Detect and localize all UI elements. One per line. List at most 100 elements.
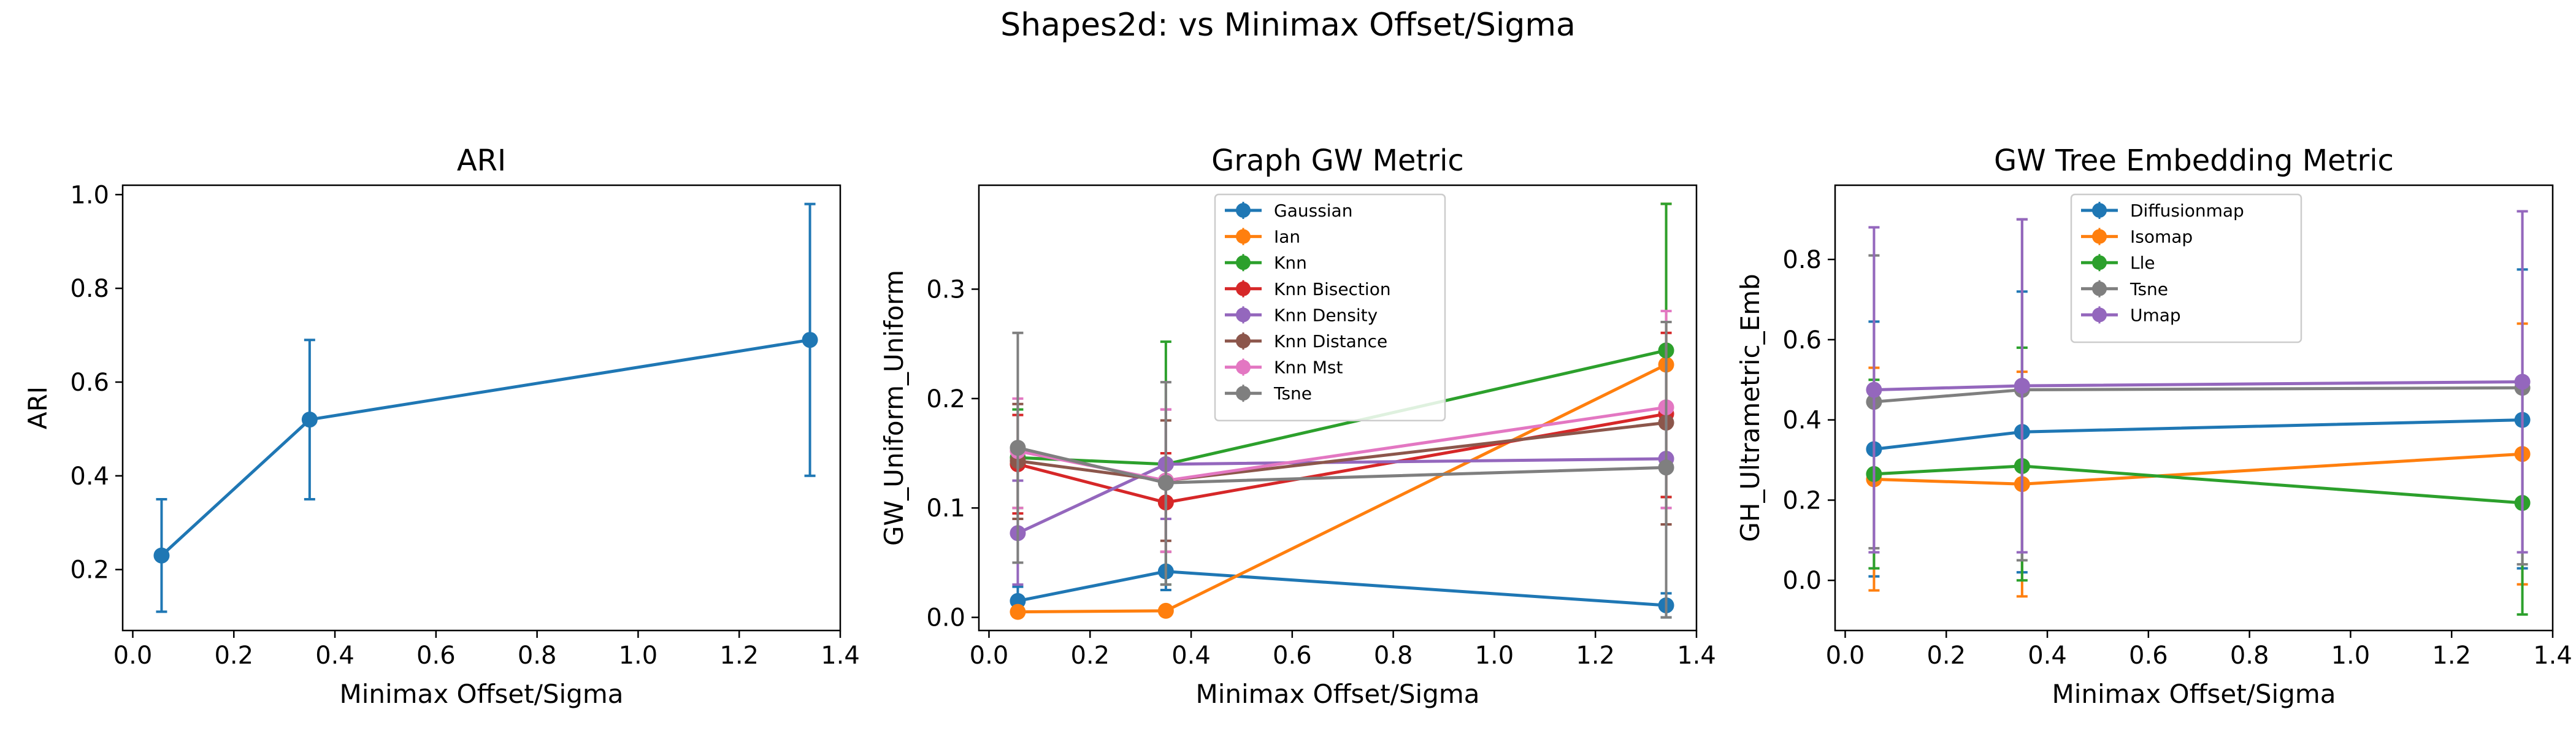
legend-item-diffusionmap: Diffusionmap: [2081, 201, 2244, 221]
x-tick-label: 0.4: [315, 642, 355, 670]
x-tick-label: 0.6: [2129, 642, 2168, 670]
x-axis-label: Minimax Offset/Sigma: [2052, 679, 2336, 709]
legend-label: Lle: [2130, 253, 2155, 273]
y-tick-label: 0.3: [926, 275, 965, 304]
axes-frame: [121, 184, 841, 632]
legend-marker: [1236, 359, 1251, 375]
x-tick-label: 1.0: [2331, 642, 2371, 670]
legend-label: Knn Bisection: [1274, 279, 1391, 299]
legend-item-knn-bisection: Knn Bisection: [1225, 279, 1391, 299]
x-tick-label: 1.2: [2432, 642, 2471, 670]
plot-area: [1866, 210, 2531, 616]
y-tick-label: 0.6: [1782, 326, 1822, 355]
data-point: [1010, 604, 1026, 620]
legend-label: Knn Density: [1274, 305, 1378, 325]
data-point: [1866, 381, 1882, 398]
legend-label: Umap: [2130, 305, 2181, 325]
legend: Diffusionmap Isomap Lle Tsne Umap: [2070, 193, 2302, 343]
legend-item-tsne: Tsne: [2081, 279, 2168, 299]
subplot-3: GW Tree Embedding Metric 0.0 0.2 0.4 0.6 0.8 1…: [1735, 144, 2572, 709]
x-tick-label: 1.0: [619, 642, 658, 670]
data-point: [2014, 378, 2030, 394]
data-point: [2514, 374, 2531, 390]
y-tick-label: 0.2: [1782, 486, 1822, 515]
legend-label: Knn: [1274, 253, 1307, 273]
legend-label: Isomap: [2130, 227, 2193, 247]
subplot-1: ARI 0.0 0.2 0.4 0.6 0.8 1.0 1.2 1.4 0.2 0.4 0.6 0.8 1…: [23, 144, 860, 709]
subplot-title: ARI: [457, 144, 506, 178]
series-line: [1017, 570, 1666, 607]
x-tick-label: 0.0: [1826, 642, 1865, 670]
subplot-title: Graph GW Metric: [1211, 144, 1464, 178]
x-tick-label: 0.0: [113, 642, 153, 670]
legend-frame: [2070, 193, 2302, 343]
plot-area: [153, 202, 818, 613]
data-point: [1010, 440, 1026, 456]
y-tick-label: 0.8: [1782, 246, 1822, 274]
legend-item-knn-mst: Knn Mst: [1225, 358, 1343, 378]
series-isomap: [1866, 322, 2531, 598]
data-point: [301, 412, 318, 428]
legend-item-tsne: Tsne: [1225, 383, 1312, 404]
legend-item-knn: Knn: [1225, 253, 1307, 273]
y-tick-label: 0.8: [70, 275, 109, 303]
legend-marker: [2092, 229, 2107, 244]
data-point: [1658, 459, 1674, 476]
x-tick-label: 1.4: [821, 642, 860, 670]
subplots: ARI 0.0 0.2 0.4 0.6 0.8 1.0 1.2 1.4 0.2 0.4 0.6 0.8 1…: [23, 144, 2572, 709]
x-axis-label: Minimax Offset/Sigma: [1195, 679, 1479, 709]
legend-item-gaussian: Gaussian: [1225, 201, 1352, 221]
legend-marker: [1236, 229, 1251, 244]
data-point: [1010, 592, 1026, 609]
x-tick-label: 0.2: [1070, 642, 1110, 670]
subplot-2: Graph GW Metric 0.0 0.2 0.4 0.6 0.8 1.0 1.2 1.4 0…: [879, 144, 1716, 709]
subplot-title: GW Tree Embedding Metric: [1994, 144, 2394, 178]
x-tick-label: 1.4: [2533, 642, 2572, 670]
x-tick-label: 0.0: [970, 642, 1009, 670]
x-tick-label: 0.8: [2230, 642, 2269, 670]
axes-frame: [978, 184, 1698, 632]
legend-label: Knn Mst: [1274, 358, 1343, 378]
x-tick-label: 0.4: [1171, 642, 1211, 670]
legend-marker: [2092, 255, 2107, 270]
x-tick-label: 0.6: [1273, 642, 1312, 670]
plot-area: [1010, 202, 1674, 620]
x-tick-label: 0.2: [214, 642, 253, 670]
legend: Gaussian Ian Knn Knn Bisection Knn Density Kn…: [1214, 193, 1446, 422]
legend-item-knn-distance: Knn Distance: [1225, 331, 1387, 351]
legend-marker: [2092, 307, 2107, 323]
x-tick-label: 1.2: [1576, 642, 1615, 670]
y-tick-label: 0.2: [70, 556, 109, 585]
data-point: [1157, 475, 1174, 491]
legend-item-knn-density: Knn Density: [1225, 305, 1378, 325]
y-axis-label: GH_Ultrametric_Emb: [1735, 274, 1765, 542]
legend-marker: [1236, 255, 1251, 270]
series-umap: [1866, 210, 2531, 554]
legend-label: Knn Distance: [1274, 331, 1387, 351]
y-axis-label: GW_Uniform_Uniform: [879, 270, 909, 546]
data-point: [802, 332, 818, 348]
series-line: [1874, 464, 2523, 505]
y-tick-label: 0.0: [1782, 567, 1822, 595]
y-tick-label: 0.2: [926, 385, 965, 413]
legend-marker: [1236, 307, 1251, 323]
legend-marker: [2092, 281, 2107, 296]
x-tick-label: 0.8: [1374, 642, 1413, 670]
legend-item-lle: Lle: [2081, 253, 2155, 273]
x-tick-label: 0.2: [1926, 642, 1966, 670]
series-1: [153, 202, 818, 613]
series-line: [1874, 418, 2523, 451]
legend-item-umap: Umap: [2081, 305, 2181, 325]
x-tick-label: 0.8: [518, 642, 557, 670]
legend-marker: [1236, 203, 1251, 218]
legend-marker: [1236, 281, 1251, 296]
legend-item-ian: Ian: [1225, 227, 1300, 247]
x-tick-label: 0.6: [416, 642, 456, 670]
series-line: [160, 338, 810, 557]
series-knn-density: [1010, 408, 1674, 586]
legend-label: Ian: [1274, 227, 1300, 247]
legend-label: Tsne: [1273, 383, 1312, 404]
data-point: [153, 547, 170, 564]
legend-item-isomap: Isomap: [2081, 227, 2193, 247]
legend-label: Gaussian: [1274, 201, 1352, 221]
